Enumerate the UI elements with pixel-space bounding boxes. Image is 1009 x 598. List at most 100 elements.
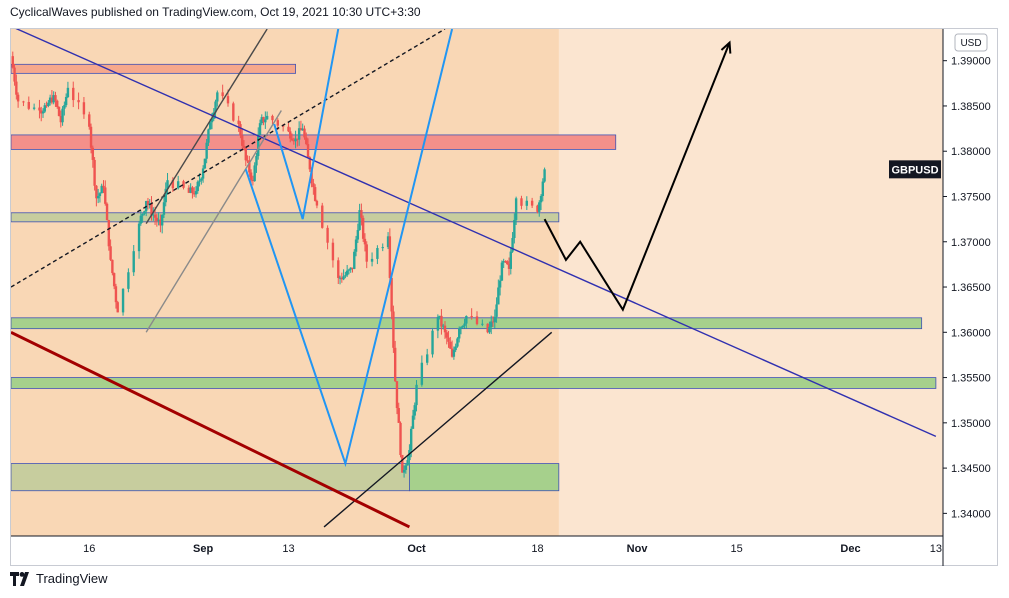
candle-body	[294, 138, 297, 142]
descending-trendline	[15, 29, 937, 438]
candle-body	[490, 321, 493, 327]
candle-body	[399, 422, 402, 455]
candle-body	[504, 261, 507, 263]
x-tick-label: 16	[83, 543, 95, 555]
candle-body	[342, 276, 345, 280]
candle-body	[287, 126, 290, 132]
candle-body	[495, 304, 498, 317]
candle-body	[265, 115, 269, 120]
candle-body	[481, 323, 484, 325]
candle-body	[409, 428, 413, 450]
candle-body	[393, 347, 397, 382]
candle-body	[337, 260, 340, 278]
candle-body	[347, 269, 351, 271]
candle-body	[226, 96, 230, 104]
candle-body	[93, 159, 96, 186]
candle-body	[507, 264, 511, 269]
footer-brand[interactable]: TradingView	[10, 571, 108, 586]
chart-panel[interactable]	[10, 28, 998, 566]
candle-body	[221, 92, 224, 97]
candle-body	[360, 210, 363, 218]
y-tick-label: 1.34500	[951, 463, 991, 475]
candle-body	[511, 238, 514, 252]
candle-body	[116, 302, 119, 313]
candle-body	[191, 187, 194, 194]
candle-body	[408, 449, 411, 461]
currency-label-box	[954, 33, 988, 52]
ascending-support-line	[323, 331, 553, 528]
candle-body	[500, 262, 504, 281]
candle-body	[109, 246, 112, 260]
candle-body	[390, 277, 393, 312]
y-tick-label: 1.38500	[951, 101, 991, 113]
candle-body	[525, 200, 529, 206]
candle-body	[308, 157, 312, 170]
candle-body	[32, 107, 36, 109]
candle-body	[443, 325, 447, 333]
candle-body	[356, 230, 360, 240]
candle-body	[303, 128, 306, 138]
candle-body	[189, 187, 192, 193]
projection-path	[543, 42, 731, 312]
price-zone	[409, 463, 560, 492]
candle-body	[91, 147, 95, 160]
candle-body	[210, 118, 214, 123]
candle-body	[301, 128, 304, 131]
candle-body	[456, 338, 459, 347]
candle-body	[63, 105, 66, 109]
candle-body	[502, 261, 505, 263]
candle-body	[425, 354, 429, 363]
candle-body	[237, 120, 240, 125]
candle-body	[98, 193, 102, 197]
candle-body	[146, 201, 150, 206]
candle-body	[326, 227, 329, 243]
candle-body	[192, 193, 196, 195]
candle-body	[139, 215, 143, 224]
candle-body	[458, 328, 461, 339]
tradingview-logo-icon	[10, 571, 32, 586]
candle-body	[209, 122, 212, 130]
candle-body	[22, 101, 25, 103]
projection-arrow-head	[720, 40, 732, 54]
candle-body	[104, 187, 107, 204]
candle-body	[514, 198, 518, 220]
x-tick-label: Oct	[407, 543, 426, 555]
candle-body	[38, 107, 41, 111]
candle-body	[114, 286, 118, 303]
candle-body	[397, 408, 400, 423]
candle-body	[239, 124, 242, 136]
candle-body	[321, 205, 324, 228]
candle-body	[82, 102, 86, 115]
candle-body	[253, 165, 256, 182]
candle-body	[376, 248, 379, 259]
candle-body	[536, 205, 539, 212]
y-tick-label: 1.34000	[951, 508, 991, 520]
candle-body	[491, 321, 495, 323]
y-tick-label: 1.36500	[951, 282, 991, 294]
blue-w	[273, 29, 340, 220]
candle-body	[440, 315, 443, 327]
candle-body	[401, 454, 404, 473]
dashed-line	[11, 29, 446, 288]
candle-body	[493, 316, 496, 323]
candle-body	[381, 247, 384, 249]
candle-body	[262, 117, 265, 123]
candle-body	[160, 214, 164, 226]
candle-body	[463, 323, 466, 326]
candle-body	[344, 275, 347, 277]
candle-body	[370, 258, 374, 262]
price-zone	[11, 212, 560, 223]
candle-body	[289, 131, 292, 139]
candle-body	[447, 337, 450, 342]
candle-body	[50, 97, 54, 103]
candle-body	[248, 160, 251, 173]
candle-body	[365, 244, 368, 262]
symbol-label-text: GBPUSD	[891, 164, 938, 176]
candle-body	[363, 238, 367, 245]
candle-body	[513, 219, 516, 239]
candle-body	[89, 126, 93, 148]
candle-body	[271, 115, 274, 121]
candle-body	[465, 315, 468, 324]
candle-body	[281, 125, 285, 127]
